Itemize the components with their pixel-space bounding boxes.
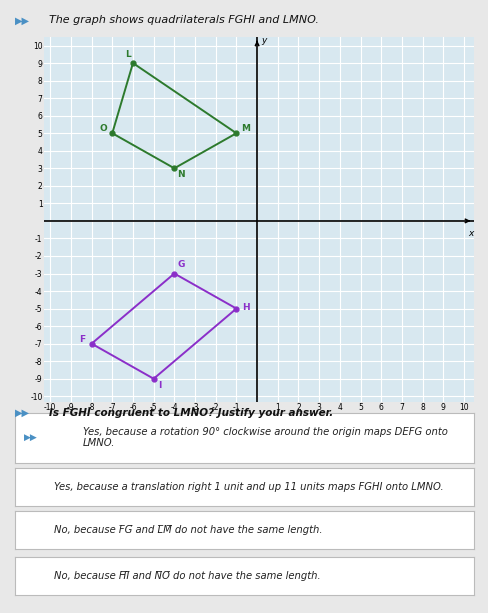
Text: H: H: [242, 303, 250, 313]
Text: N: N: [177, 170, 184, 179]
Text: Is FGHI congruent to LMNO? Justify your answer.: Is FGHI congruent to LMNO? Justify your …: [49, 408, 332, 417]
Text: G: G: [177, 261, 184, 269]
Text: The graph shows quadrilaterals FGHI and LMNO.: The graph shows quadrilaterals FGHI and …: [49, 15, 318, 25]
Text: x: x: [468, 229, 473, 238]
Text: No, because F̅G̅ and L̅M̅ do not have the same length.: No, because F̅G̅ and L̅M̅ do not have th…: [54, 525, 322, 535]
Text: ▶▶: ▶▶: [24, 433, 38, 442]
Text: Yes, because a rotation 90° clockwise around the origin maps DEFG onto
LMNO.: Yes, because a rotation 90° clockwise ar…: [83, 427, 447, 449]
Text: I: I: [158, 381, 161, 390]
Text: ▶▶: ▶▶: [15, 408, 30, 417]
Text: O: O: [100, 124, 107, 134]
Text: M: M: [241, 124, 250, 134]
Text: ▶▶: ▶▶: [15, 15, 30, 25]
Text: L: L: [124, 50, 130, 59]
Text: y: y: [261, 36, 266, 45]
Text: Yes, because a translation right 1 unit and up 11 units maps FGHI onto LMNO.: Yes, because a translation right 1 unit …: [54, 482, 443, 492]
Text: No, because H̅I̅ and N̅O̅ do not have the same length.: No, because H̅I̅ and N̅O̅ do not have th…: [54, 571, 320, 581]
Text: F: F: [79, 335, 85, 344]
